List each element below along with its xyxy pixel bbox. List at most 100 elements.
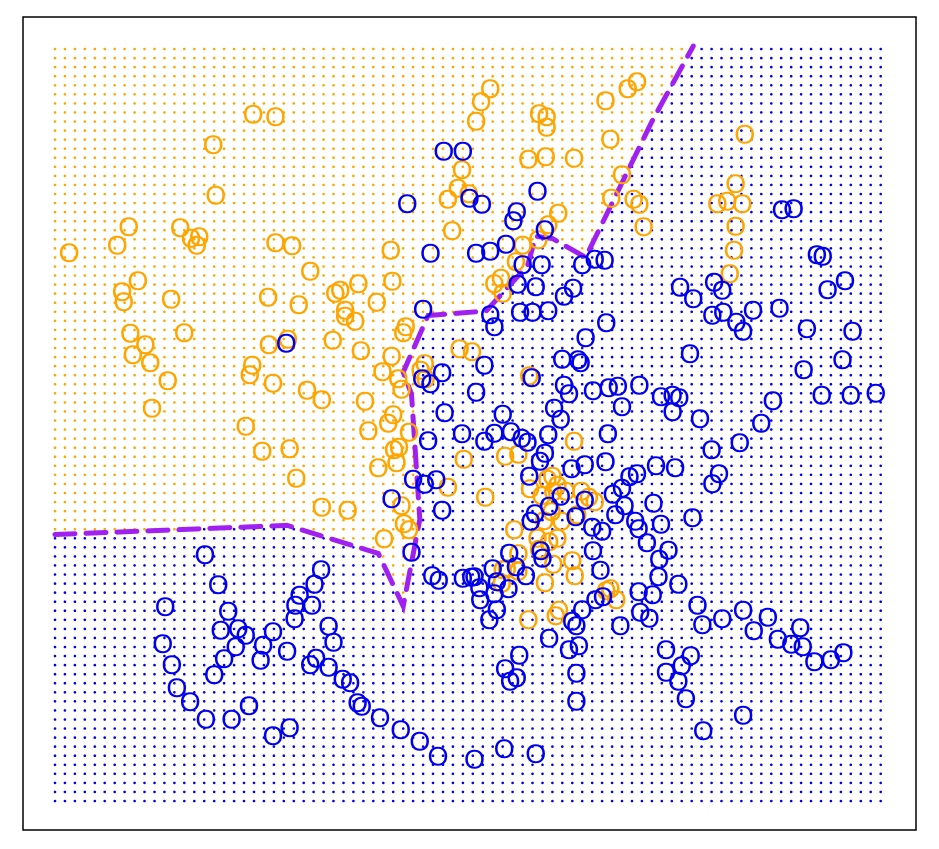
grid-dot bbox=[173, 174, 176, 178]
grid-dot bbox=[292, 509, 296, 513]
grid-dot bbox=[471, 65, 475, 69]
grid-dot bbox=[441, 138, 445, 141]
grid-dot bbox=[372, 772, 375, 776]
grid-dot bbox=[252, 555, 256, 558]
grid-dot bbox=[202, 56, 206, 60]
grid-dot bbox=[312, 781, 315, 785]
grid-dot bbox=[183, 382, 186, 386]
grid-dot bbox=[133, 192, 136, 196]
grid-dot bbox=[143, 745, 146, 748]
grid-dot bbox=[163, 618, 166, 622]
grid-dot bbox=[113, 129, 116, 132]
grid-dot bbox=[541, 93, 544, 96]
grid-dot bbox=[401, 546, 405, 549]
grid-dot bbox=[113, 636, 116, 640]
grid-dot bbox=[441, 645, 445, 649]
grid-dot bbox=[461, 56, 465, 60]
grid-dot bbox=[551, 537, 554, 540]
grid-dot bbox=[202, 265, 206, 268]
grid-dot bbox=[411, 672, 415, 676]
grid-dot bbox=[630, 772, 634, 776]
grid-dot bbox=[143, 219, 146, 223]
grid-dot bbox=[491, 645, 495, 649]
grid-dot bbox=[521, 591, 524, 594]
grid-dot bbox=[73, 156, 77, 159]
grid-dot bbox=[193, 84, 196, 87]
grid-dot bbox=[630, 346, 634, 350]
grid-dot bbox=[143, 84, 146, 87]
grid-dot bbox=[401, 120, 405, 123]
grid-dot bbox=[561, 346, 564, 350]
grid-dot bbox=[252, 781, 256, 785]
grid-dot bbox=[571, 265, 574, 268]
grid-dot bbox=[302, 509, 306, 513]
grid-dot bbox=[342, 120, 345, 123]
grid-dot bbox=[153, 392, 156, 395]
grid-dot bbox=[580, 772, 584, 776]
grid-dot bbox=[491, 319, 495, 323]
grid-dot bbox=[73, 509, 77, 513]
grid-dot bbox=[113, 555, 116, 558]
grid-dot bbox=[511, 573, 514, 576]
grid-dot bbox=[541, 718, 544, 721]
grid-dot bbox=[103, 138, 106, 141]
grid-dot bbox=[173, 201, 176, 205]
grid-dot bbox=[212, 210, 216, 214]
grid-dot bbox=[521, 573, 524, 576]
grid-dot bbox=[580, 546, 584, 549]
grid-dot bbox=[571, 772, 574, 776]
grid-dot bbox=[451, 337, 455, 341]
grid-dot bbox=[382, 681, 385, 685]
grid-dot bbox=[531, 183, 534, 187]
grid-dot bbox=[501, 763, 505, 767]
grid-dot bbox=[590, 111, 594, 114]
grid-dot bbox=[143, 772, 146, 776]
grid-dot bbox=[123, 192, 126, 196]
grid-dot bbox=[332, 265, 335, 268]
grid-dot bbox=[282, 482, 286, 486]
grid-dot bbox=[471, 609, 475, 612]
grid-dot bbox=[342, 491, 345, 495]
grid-dot bbox=[63, 310, 67, 314]
grid-dot bbox=[451, 591, 455, 594]
grid-dot bbox=[521, 210, 524, 214]
grid-dot bbox=[322, 129, 325, 132]
grid-dot bbox=[501, 219, 505, 223]
grid-dot bbox=[580, 219, 584, 223]
grid-dot bbox=[342, 265, 345, 268]
grid-dot bbox=[411, 772, 415, 776]
grid-dot bbox=[302, 84, 306, 87]
grid-dot bbox=[531, 129, 534, 132]
grid-dot bbox=[222, 609, 226, 612]
grid-dot bbox=[580, 681, 584, 685]
grid-dot bbox=[531, 772, 534, 776]
grid-dot bbox=[491, 727, 495, 730]
grid-dot bbox=[173, 627, 176, 631]
grid-dot bbox=[113, 645, 116, 649]
grid-dot bbox=[292, 283, 296, 286]
grid-dot bbox=[222, 455, 226, 459]
grid-dot bbox=[372, 518, 375, 522]
grid-dot bbox=[580, 84, 584, 87]
grid-dot bbox=[571, 228, 574, 232]
grid-dot bbox=[551, 518, 554, 522]
grid-dot bbox=[620, 256, 624, 259]
grid-dot bbox=[93, 564, 97, 567]
grid-dot bbox=[342, 201, 345, 205]
grid-dot bbox=[232, 555, 236, 558]
grid-dot bbox=[193, 129, 196, 132]
grid-dot bbox=[282, 120, 286, 123]
grid-dot bbox=[372, 120, 375, 123]
grid-dot bbox=[153, 518, 156, 522]
grid-dot bbox=[541, 464, 544, 468]
grid-dot bbox=[73, 328, 77, 332]
grid-dot bbox=[352, 527, 355, 531]
grid-dot bbox=[600, 65, 604, 69]
grid-dot bbox=[173, 754, 176, 757]
grid-dot bbox=[272, 718, 276, 721]
grid-dot bbox=[163, 491, 166, 495]
grid-dot bbox=[272, 65, 276, 69]
grid-dot bbox=[620, 645, 624, 649]
grid-dot bbox=[292, 600, 296, 603]
grid-dot bbox=[531, 120, 534, 123]
